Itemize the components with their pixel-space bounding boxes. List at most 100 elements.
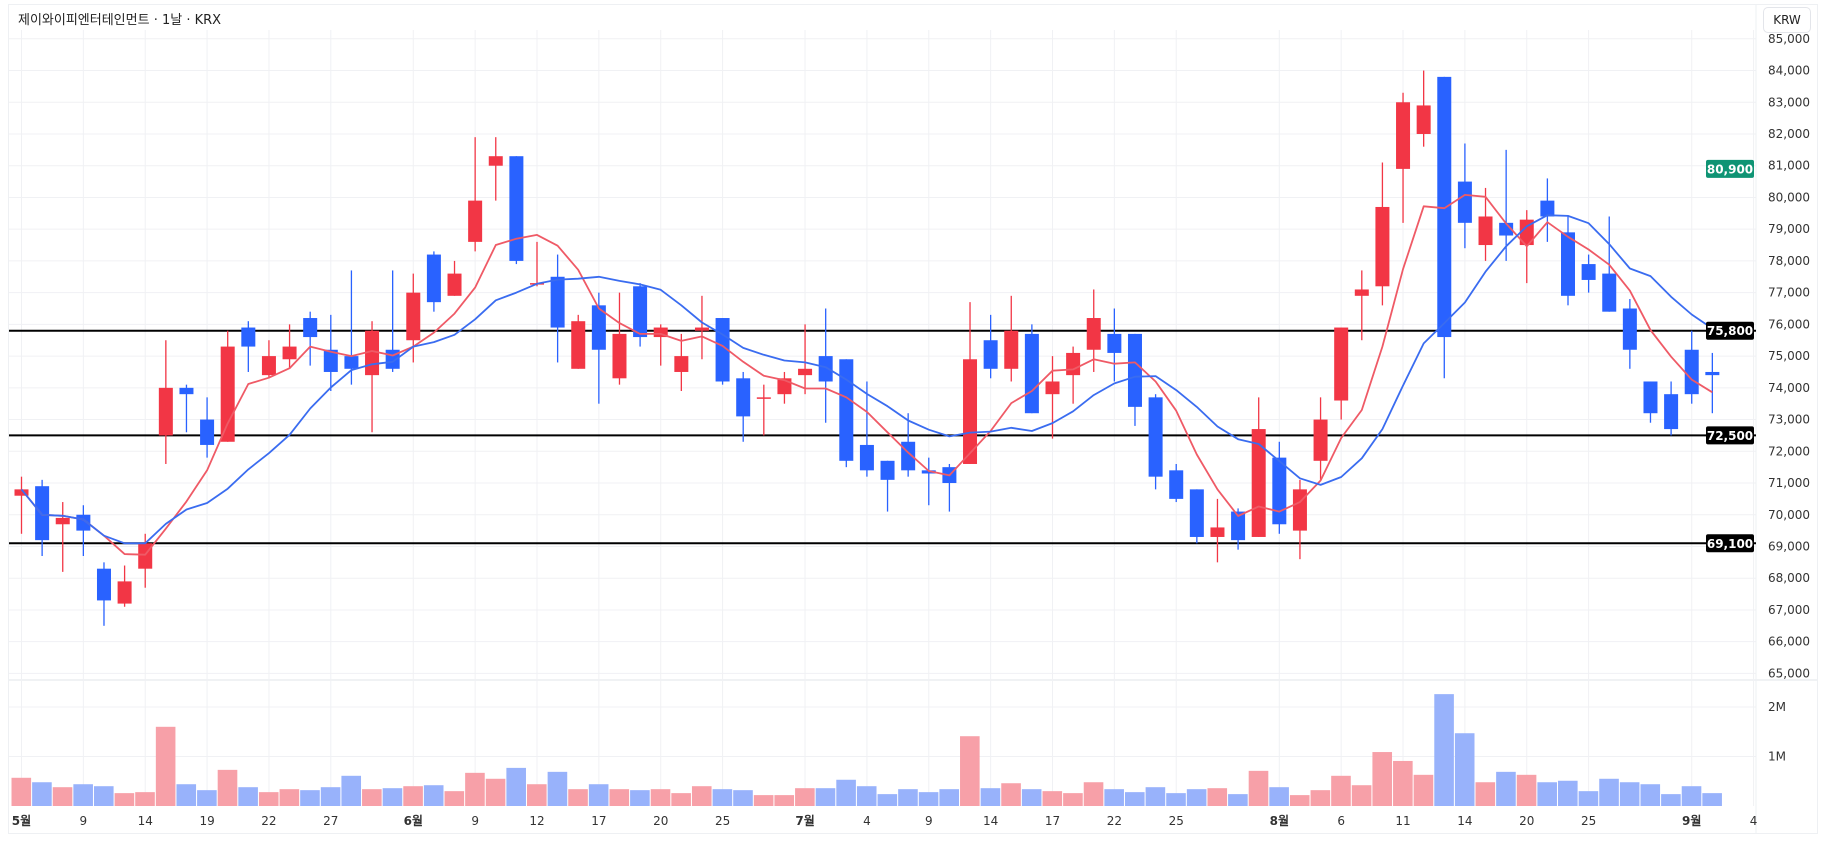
- candle-body: [736, 378, 751, 417]
- candle[interactable]: [674, 333, 689, 392]
- candle[interactable]: [1684, 330, 1699, 404]
- candle[interactable]: [1437, 76, 1452, 379]
- candle[interactable]: [859, 381, 874, 477]
- candle[interactable]: [1313, 397, 1328, 480]
- candle[interactable]: [1024, 324, 1039, 414]
- candle-body: [756, 397, 771, 399]
- volume-bar: [1516, 774, 1537, 806]
- candle[interactable]: [1664, 381, 1679, 436]
- candle[interactable]: [653, 324, 668, 366]
- candle[interactable]: [1004, 295, 1019, 382]
- candle[interactable]: [550, 254, 565, 363]
- candle[interactable]: [839, 359, 854, 468]
- candle[interactable]: [736, 371, 751, 442]
- candle[interactable]: [1354, 270, 1369, 341]
- candle[interactable]: [591, 292, 606, 404]
- volume-bar: [423, 785, 444, 806]
- candle[interactable]: [715, 318, 730, 385]
- candle[interactable]: [756, 384, 771, 436]
- candle-body: [1478, 216, 1493, 246]
- candle[interactable]: [1581, 254, 1596, 293]
- candle[interactable]: [818, 308, 833, 423]
- candle[interactable]: [798, 324, 813, 395]
- candle[interactable]: [35, 479, 50, 556]
- candle[interactable]: [76, 505, 91, 556]
- candle[interactable]: [261, 340, 276, 379]
- candle[interactable]: [633, 283, 648, 347]
- time-tick-label: 9: [471, 814, 479, 828]
- candle[interactable]: [1251, 397, 1266, 537]
- candle[interactable]: [1127, 333, 1142, 426]
- volume-bar: [1640, 784, 1661, 806]
- candle[interactable]: [1210, 498, 1225, 563]
- candle[interactable]: [1148, 394, 1163, 490]
- time-tick-label: 11: [1395, 814, 1410, 828]
- chart-frame: [8, 4, 1818, 834]
- candle-body: [1334, 327, 1349, 401]
- horizontal-levels[interactable]: [9, 329, 1756, 545]
- candle[interactable]: [241, 321, 256, 372]
- candle[interactable]: [96, 562, 111, 626]
- candle[interactable]: [1561, 216, 1575, 306]
- candle-body: [1210, 527, 1225, 537]
- volume-bar: [1021, 789, 1042, 806]
- candle-body: [282, 346, 297, 360]
- candle[interactable]: [1272, 441, 1287, 534]
- candle[interactable]: [447, 260, 462, 296]
- candle[interactable]: [1107, 308, 1122, 382]
- candle[interactable]: [1499, 149, 1514, 261]
- volume-bar: [1393, 760, 1413, 806]
- candle[interactable]: [385, 270, 400, 372]
- candle[interactable]: [282, 324, 297, 369]
- candle[interactable]: [1622, 298, 1637, 369]
- candle[interactable]: [1478, 187, 1493, 261]
- candle[interactable]: [55, 502, 70, 572]
- candle[interactable]: [1334, 327, 1349, 420]
- candle[interactable]: [530, 241, 544, 287]
- price-tick-label: 77,000: [1768, 286, 1810, 300]
- candle[interactable]: [509, 156, 524, 265]
- candle[interactable]: [1045, 356, 1060, 439]
- candle[interactable]: [1169, 463, 1184, 503]
- candle[interactable]: [1292, 479, 1307, 560]
- candle[interactable]: [571, 314, 586, 369]
- volume-bar: [939, 789, 959, 806]
- volume-bar: [217, 769, 238, 806]
- candle[interactable]: [158, 340, 173, 464]
- candle[interactable]: [365, 321, 380, 433]
- currency-button[interactable]: KRW: [1763, 7, 1811, 33]
- candle[interactable]: [1066, 346, 1081, 404]
- candle[interactable]: [1086, 289, 1101, 372]
- volume-bar: [774, 795, 795, 806]
- candle[interactable]: [344, 270, 359, 385]
- candle[interactable]: [323, 314, 338, 392]
- candle[interactable]: [880, 460, 895, 512]
- candle[interactable]: [468, 137, 483, 252]
- candle[interactable]: [1396, 92, 1411, 223]
- candle[interactable]: [1643, 381, 1658, 423]
- candle[interactable]: [1705, 352, 1720, 414]
- candle[interactable]: [1375, 162, 1390, 306]
- candle[interactable]: [777, 371, 792, 404]
- candle[interactable]: [963, 302, 978, 464]
- candle[interactable]: [921, 457, 936, 506]
- candle[interactable]: [694, 295, 709, 360]
- candle[interactable]: [1189, 489, 1204, 544]
- candle[interactable]: [179, 384, 194, 433]
- candle[interactable]: [1540, 178, 1555, 242]
- candle[interactable]: [612, 292, 627, 385]
- candle[interactable]: [303, 311, 318, 366]
- candle[interactable]: [983, 314, 998, 379]
- time-tick-label: 4: [863, 814, 871, 828]
- candle[interactable]: [488, 137, 503, 201]
- candle[interactable]: [14, 476, 29, 534]
- candle-body: [261, 356, 276, 376]
- volume-bar: [1475, 782, 1496, 806]
- candle[interactable]: [138, 533, 153, 588]
- candle-body: [550, 276, 565, 328]
- candle[interactable]: [200, 397, 215, 458]
- candle[interactable]: [1416, 70, 1431, 147]
- candle[interactable]: [426, 251, 441, 312]
- candle[interactable]: [117, 565, 132, 607]
